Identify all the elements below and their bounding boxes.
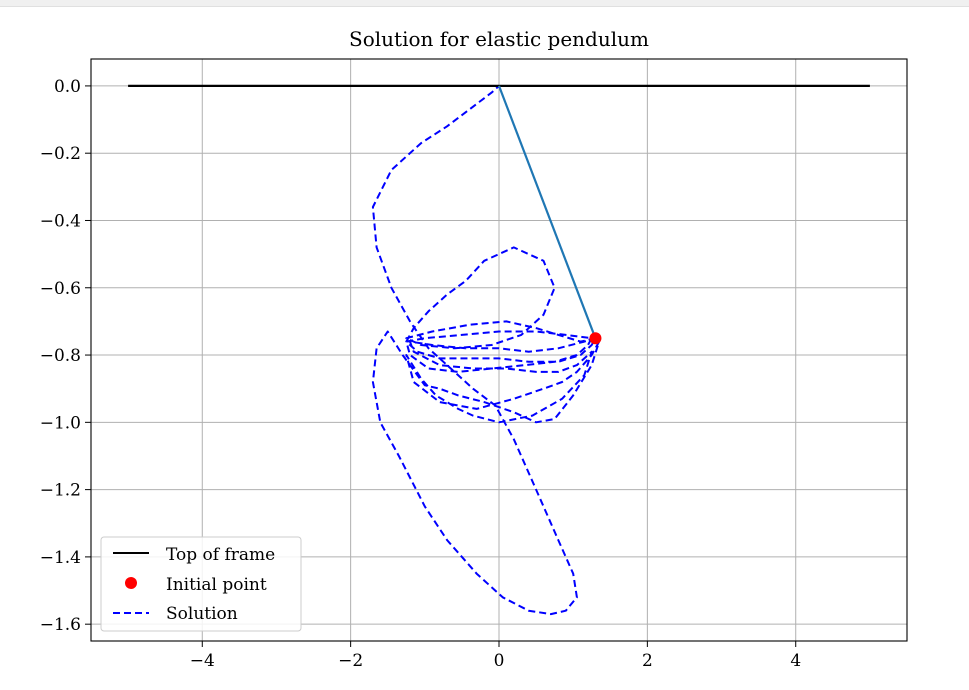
- chart-title: Solution for elastic pendulum: [349, 27, 649, 51]
- x-tick-label: 4: [790, 651, 801, 671]
- legend-label-solution: Solution: [166, 604, 238, 624]
- y-tick-label: −1.4: [40, 548, 81, 568]
- x-tick-label: −2: [338, 651, 363, 671]
- y-tick-label: −0.2: [40, 144, 81, 164]
- initial-point-marker: [589, 332, 602, 345]
- y-tick-label: −0.4: [40, 211, 81, 231]
- legend-point-swatch: [125, 577, 137, 589]
- y-tick-label: −1.0: [40, 413, 81, 433]
- x-tick-label: 2: [642, 651, 653, 671]
- axes-frame: [90, 58, 908, 642]
- x-axis-ticks: −4 −2 0 2 4: [190, 641, 801, 671]
- y-tick-label: −1.2: [40, 481, 81, 501]
- solution-trajectory-line: [371, 85, 601, 616]
- y-tick-label: −0.6: [40, 279, 81, 299]
- window-top-strip: [0, 0, 969, 7]
- legend-box: [100, 536, 302, 632]
- legend: Top of frame Initial point Solution: [100, 536, 302, 632]
- legend-label-point: Initial point: [166, 575, 267, 595]
- y-axis-ticks: 0.0 −0.2 −0.4 −0.6 −0.8 −1.0 −1.2 −1.4 −1.6: [40, 77, 91, 635]
- x-tick-label: −4: [190, 651, 215, 671]
- legend-label-frame: Top of frame: [166, 545, 275, 565]
- x-tick-label: 0: [494, 651, 505, 671]
- y-tick-label: −0.8: [40, 346, 81, 366]
- plot-area: [128, 84, 870, 616]
- y-tick-label: −1.6: [40, 615, 81, 635]
- y-tick-label: 0.0: [54, 77, 81, 97]
- pendulum-rod-line: [497, 85, 597, 339]
